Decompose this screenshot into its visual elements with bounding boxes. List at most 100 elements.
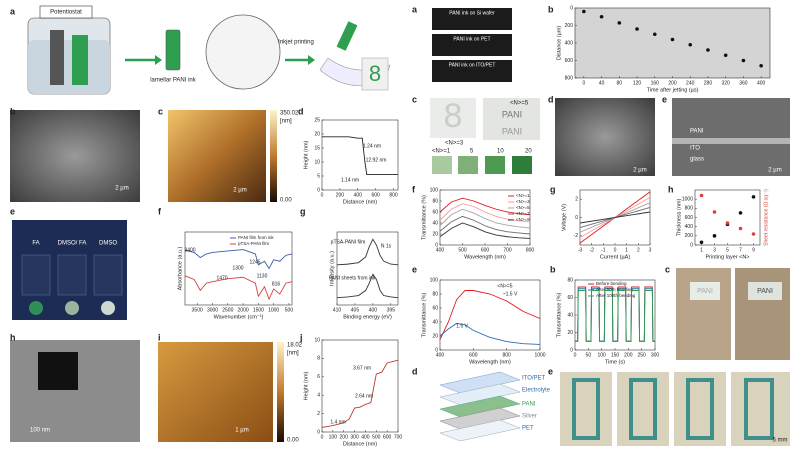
point: [723, 53, 728, 58]
x-tick-label: 0: [614, 247, 617, 253]
electrode: [50, 30, 64, 85]
y-tick-label: 20: [567, 330, 573, 336]
annotation: 816: [272, 281, 281, 287]
annotation: 1.14 nm: [341, 177, 359, 183]
cross-section: [672, 98, 790, 176]
panel-label: c: [665, 264, 670, 274]
legend-label: PANI film from ink: [238, 235, 274, 240]
y-axis-label: Height (nm): [303, 371, 309, 400]
vial: [21, 254, 51, 296]
series-line: [575, 290, 655, 342]
annotation: 1.4 nm: [330, 419, 345, 425]
legend-label: <N>=1: [516, 193, 530, 198]
x-tick-label: 1: [625, 247, 628, 253]
x-tick-label: 1500: [253, 307, 264, 313]
scale-bar: 2 µm: [115, 186, 128, 192]
x-tick-label: 600: [469, 352, 478, 358]
wetting-photo: [432, 60, 512, 82]
layer-label: Electrolyte: [522, 388, 551, 394]
legend-label: After 100th bending: [596, 293, 636, 298]
y-tick-label: 60: [567, 295, 573, 301]
photo: [735, 268, 790, 360]
y-axis-label: Transmittance (%): [421, 195, 427, 240]
x-tick-label: 3500: [192, 307, 203, 313]
x-tick-label: 400: [436, 352, 445, 358]
display-photo: [731, 372, 790, 446]
x-tick-label: 400: [361, 434, 370, 440]
y-tick-label: 15: [314, 145, 320, 151]
segment-grid: [432, 156, 532, 174]
x-tick-label: 700: [394, 434, 403, 440]
y-axis-label: Voltage (V): [561, 204, 567, 231]
point: [712, 210, 717, 214]
colorbar-min: 0.00: [287, 438, 299, 444]
afm-image: [168, 110, 266, 202]
vial-label: DMSO/ FA: [58, 241, 87, 247]
colorbar: [270, 110, 277, 202]
panel-label: i: [158, 332, 161, 342]
electrolyte: [28, 40, 110, 94]
colorbar-unit: [nm]: [280, 119, 292, 125]
x-tick-label: 2500: [222, 307, 233, 313]
series-line: [322, 136, 398, 176]
x-tick-label: 0: [321, 192, 324, 198]
y-tick-label: 0: [317, 187, 320, 193]
y-tick-label: 100: [430, 187, 439, 193]
panel-label: j: [299, 332, 303, 342]
x-tick-label: 200: [336, 192, 345, 198]
sem-image: [555, 98, 655, 176]
panel-label: c: [412, 94, 417, 104]
x-tick-label: 5: [726, 247, 729, 253]
x-axis-label: Time after jetting (µs): [647, 87, 699, 93]
display-photo: [560, 372, 612, 446]
point: [751, 232, 756, 236]
film-dot: [29, 301, 43, 315]
x-tick-label: 300: [651, 352, 660, 358]
y-tick-label: 0: [570, 347, 573, 353]
x-tick-label: 2: [637, 247, 640, 253]
series-line: [184, 249, 293, 270]
point: [751, 195, 756, 199]
colorbar: [277, 342, 284, 442]
point: [738, 211, 743, 215]
y-tick-label: 0: [435, 242, 438, 248]
x-tick-label: 320: [722, 80, 731, 86]
x-tick-label: 800: [526, 247, 535, 253]
annotation: 1300: [232, 265, 243, 271]
x-tick-label: 100: [329, 434, 338, 440]
scale-bar: 2 µm: [633, 168, 646, 174]
x-tick-label: 400: [436, 247, 445, 253]
x-tick-label: 0: [574, 352, 577, 358]
point: [582, 9, 586, 14]
segment-cell: [458, 156, 478, 174]
y-axis-label: Absorbance (a.u.): [177, 246, 183, 290]
display-photo: [617, 372, 669, 446]
arrow-head: [308, 55, 315, 65]
legend-label: <N>=7: [516, 211, 530, 216]
panel-label: a: [10, 6, 16, 16]
nozzle: [336, 21, 358, 51]
wetting-label: PANI ink on Si wafer: [449, 10, 495, 16]
display: [361, 57, 389, 91]
segment-outline: [744, 378, 774, 440]
segment-label: 5: [470, 149, 474, 155]
x-tick-label: 410: [333, 307, 342, 313]
x-tick-label: 0: [582, 80, 585, 86]
annotation: 3.67 nm: [353, 365, 371, 371]
panel-label: g: [550, 184, 556, 194]
panel-label: d: [298, 106, 304, 116]
annotation: 2.64 nm: [355, 393, 373, 399]
panel-label: b: [10, 106, 16, 116]
annotation: PANI sheets from ink: [329, 275, 376, 281]
x-axis-label: Printing layer <N>: [705, 254, 749, 260]
x-axis-label: Time (s): [605, 359, 625, 365]
axes-frame: [321, 339, 399, 433]
film-dot: [65, 301, 79, 315]
panel-label: b: [550, 264, 556, 274]
point: [706, 48, 710, 52]
layer: [439, 383, 521, 406]
potentiostat-box: [39, 5, 93, 19]
scale-bar: 5 mm: [773, 438, 788, 444]
segment-photo: [483, 98, 540, 140]
